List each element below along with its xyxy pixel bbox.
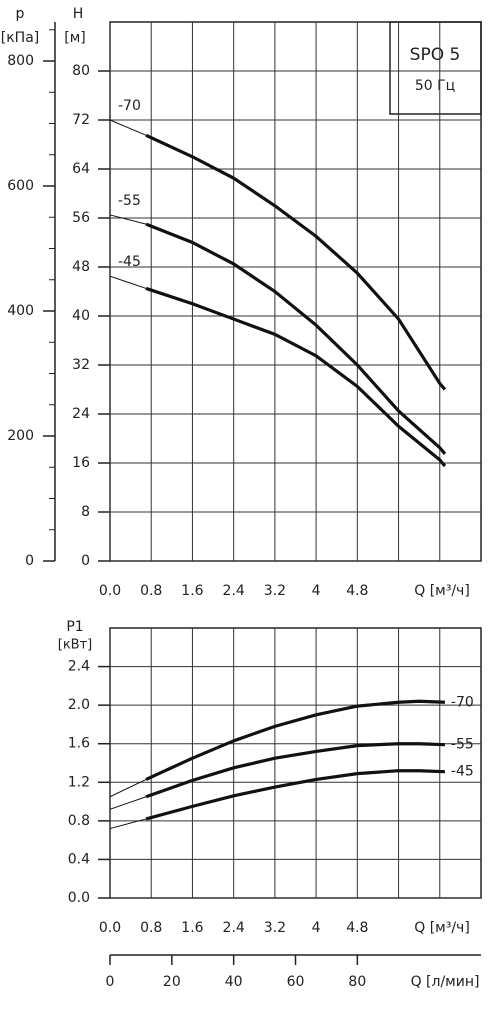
y-tick-label: 64 bbox=[72, 161, 90, 177]
y-tick-label: 16 bbox=[72, 455, 90, 471]
plot-frame bbox=[109, 627, 482, 899]
curve-label: -45 bbox=[451, 764, 474, 780]
x-tick-label: 80 bbox=[348, 974, 366, 990]
y-tick-label: 32 bbox=[72, 357, 90, 373]
y-tick-label: 2.4 bbox=[68, 659, 90, 675]
y-label: P1 bbox=[66, 619, 83, 635]
y-tick-label: 48 bbox=[72, 259, 90, 275]
curve-extension bbox=[109, 275, 147, 289]
y-unit: [кВт] bbox=[58, 638, 93, 653]
curve-extension bbox=[109, 818, 147, 830]
curve-extension bbox=[109, 778, 147, 798]
curve-label: -55 bbox=[451, 737, 474, 753]
x-tick-label: 20 bbox=[163, 974, 181, 990]
chart-subtitle: 50 Гц bbox=[415, 78, 455, 94]
y-tick-label: 2.0 bbox=[68, 697, 90, 713]
y-tick-label: 80 bbox=[72, 63, 90, 79]
curve bbox=[145, 742, 445, 799]
y2-tick-label: 400 bbox=[7, 303, 34, 319]
curve-extension bbox=[109, 796, 147, 810]
y2-tick-label: 800 bbox=[7, 53, 34, 69]
x-tick-label: 2.4 bbox=[223, 583, 245, 599]
y-tick-label: 72 bbox=[72, 112, 90, 128]
x-label: Q [м³/ч] bbox=[414, 583, 470, 599]
curve bbox=[145, 222, 447, 455]
x-tick-label: 4.8 bbox=[346, 583, 368, 599]
x-tick-label: 40 bbox=[225, 974, 243, 990]
x-tick-label: 0 bbox=[106, 974, 115, 990]
curve bbox=[145, 699, 445, 781]
curve-label: -55 bbox=[118, 193, 141, 209]
y2-tick-label: 600 bbox=[7, 178, 34, 194]
y-tick-label: 1.6 bbox=[68, 736, 90, 752]
y-tick-label: 1.2 bbox=[68, 774, 90, 790]
y-tick-label: 24 bbox=[72, 406, 90, 422]
x-tick-label: 1.6 bbox=[181, 920, 203, 936]
y-tick-label: 0.0 bbox=[68, 890, 90, 906]
x-label: Q [л/мин] bbox=[411, 974, 480, 990]
x-tick-label: 4 bbox=[312, 920, 321, 936]
y2-tick-label: 0 bbox=[25, 553, 34, 569]
x-tick-label: 3.2 bbox=[264, 920, 286, 936]
curve-label: -45 bbox=[118, 254, 141, 270]
y-tick-label: 0.4 bbox=[68, 851, 90, 867]
x-tick-label: 4 bbox=[312, 583, 321, 599]
x-tick-label: 0.8 bbox=[140, 583, 162, 599]
x-tick-label: 0.0 bbox=[99, 583, 121, 599]
curve-label: -70 bbox=[118, 98, 141, 114]
x-tick-label: 2.4 bbox=[223, 920, 245, 936]
chart-title: SPO 5 bbox=[410, 45, 461, 65]
y-tick-label: 56 bbox=[72, 210, 90, 226]
x-tick-label: 0.0 bbox=[99, 920, 121, 936]
x-tick-label: 1.6 bbox=[181, 583, 203, 599]
curve-extension bbox=[109, 214, 147, 225]
y2-unit: [кПа] bbox=[1, 30, 40, 46]
y-tick-label: 40 bbox=[72, 308, 90, 324]
y-tick-label: 8 bbox=[81, 504, 90, 520]
x-tick-label: 60 bbox=[287, 974, 305, 990]
y2-label: p bbox=[16, 6, 25, 22]
y2-tick-label: 200 bbox=[7, 428, 34, 444]
curve bbox=[145, 286, 447, 468]
curve bbox=[145, 133, 447, 391]
y-tick-label: 0.8 bbox=[68, 813, 90, 829]
y-tick-label: 0 bbox=[81, 553, 90, 569]
x-label: Q [м³/ч] bbox=[414, 920, 470, 936]
y-label: H bbox=[73, 6, 84, 22]
curve-label: -70 bbox=[451, 694, 474, 710]
x-tick-label: 0.8 bbox=[140, 920, 162, 936]
y-unit: [м] bbox=[64, 30, 86, 46]
curve-extension bbox=[109, 119, 147, 136]
x-tick-label: 4.8 bbox=[346, 920, 368, 936]
x-tick-label: 3.2 bbox=[264, 583, 286, 599]
title-box bbox=[389, 21, 482, 115]
curve bbox=[145, 769, 445, 821]
